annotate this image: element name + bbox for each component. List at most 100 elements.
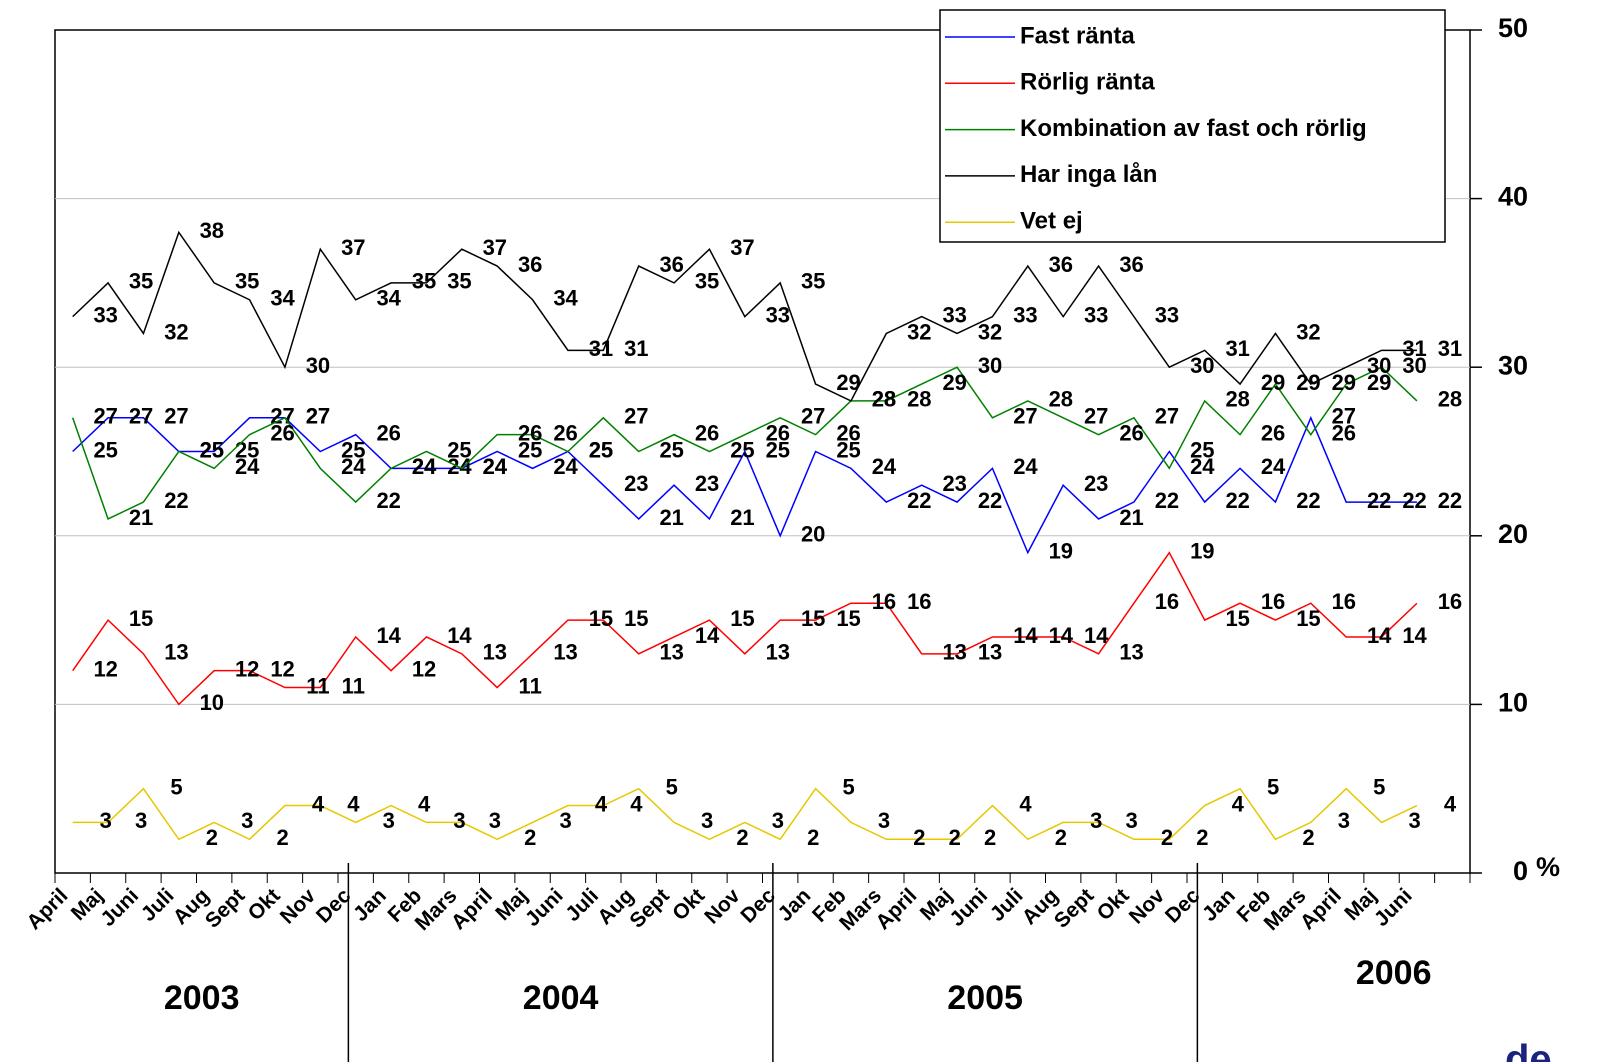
data-label: 24 [483,454,508,479]
data-label: 24 [1261,454,1286,479]
series-line [72,415,1417,555]
x-tick-label: Sept [201,884,249,932]
data-label: 35 [447,269,471,294]
data-label: 31 [1402,336,1426,361]
data-label: 32 [164,319,188,344]
data-label: 13 [659,640,683,665]
year-label: 2006 [1356,954,1432,992]
data-label: 25 [730,437,754,462]
data-label: 5 [1267,775,1279,800]
data-label: 22 [164,488,188,513]
data-label: 12 [412,656,436,681]
data-label: 3 [701,808,713,833]
year-label: 2005 [947,979,1023,1017]
data-label: 26 [1261,420,1285,445]
y-tick-label: 20 [1498,519,1528,549]
data-label: 36 [1049,252,1073,277]
data-label: 3 [878,808,890,833]
data-label: 2 [206,825,218,850]
data-label: 33 [1013,302,1037,327]
x-tick-label: Juni [96,884,143,931]
data-label: 32 [907,319,931,344]
data-label: 27 [1084,404,1108,429]
data-label: 3 [453,808,465,833]
data-label: 23 [695,471,719,496]
data-label: 15 [589,606,613,631]
data-label: 14 [1013,623,1038,648]
data-label: 21 [1119,505,1143,530]
data-label: 33 [1084,302,1108,327]
data-label: 32 [978,319,1002,344]
x-tick-label: Nov [276,884,321,929]
data-label: 28 [907,387,931,412]
series-line [72,787,1418,841]
data-label: 13 [164,640,188,665]
x-tick-label: Juni [521,884,568,931]
data-label: 13 [1119,640,1143,665]
x-tick-label: Jan [773,884,815,926]
y-tick-label: 30 [1498,350,1528,380]
data-label: 14 [376,623,401,648]
x-tick-label: Sept [1050,884,1098,932]
data-label: 37 [483,235,507,260]
data-label: 23 [1084,471,1108,496]
legend-label: Fast ränta [1020,22,1135,49]
y-tick-label: 40 [1498,182,1528,212]
data-label: 35 [695,269,719,294]
series-line [71,366,1418,520]
x-tick-label: Juni [945,884,992,931]
x-tick-label: April [447,884,497,934]
data-label: 2 [807,825,819,850]
x-tick-label: Juli [561,884,603,926]
data-label: 16 [1261,589,1285,614]
logo: de [1505,1038,1552,1062]
data-label: 4 [595,791,608,816]
data-label: 30 [1367,353,1391,378]
data-label: 37 [341,235,365,260]
data-label: 36 [518,252,542,277]
x-tick-label: Juli [137,884,179,926]
data-label: 27 [164,404,188,429]
data-label: 31 [1225,336,1249,361]
data-label: 3 [489,808,501,833]
data-label: 29 [836,370,860,395]
data-label: 35 [129,269,153,294]
data-label: 22 [978,488,1002,513]
data-label: 3 [135,808,147,833]
data-label: 29 [1332,370,1356,395]
data-label: 33 [766,302,790,327]
data-label: 15 [836,606,860,631]
data-label: 29 [942,370,966,395]
data-label: 11 [519,673,542,698]
data-label: 23 [624,471,648,496]
data-label: 2 [949,825,961,850]
data-label: 26 [270,420,294,445]
legend-label: Rörlig ränta [1020,69,1155,96]
data-label: 19 [1190,538,1214,563]
data-label: 36 [659,252,683,277]
data-label: 27 [306,404,330,429]
data-label: 25 [766,437,790,462]
data-label: 13 [766,640,790,665]
data-label: 30 [1190,353,1214,378]
x-tick-label: Juni [1370,884,1417,931]
data-label: 34 [553,286,578,311]
data-label: 24 [412,454,437,479]
data-label: 22 [376,488,400,513]
data-label: 25 [589,437,613,462]
data-label: 30 [978,353,1002,378]
y-tick-label: 50 [1498,13,1528,43]
data-label: 25 [659,437,683,462]
data-label: 22 [1438,488,1462,513]
data-label: 12 [270,656,294,681]
data-label: 16 [1438,589,1462,614]
data-label: 3 [100,808,112,833]
year-label: 2004 [523,979,599,1017]
data-label: 27 [129,404,153,429]
data-label: 34 [270,286,295,311]
data-label: 5 [170,775,182,800]
x-tick-label: Okt [668,884,709,925]
data-label: 22 [1155,488,1179,513]
data-label: 5 [842,775,854,800]
